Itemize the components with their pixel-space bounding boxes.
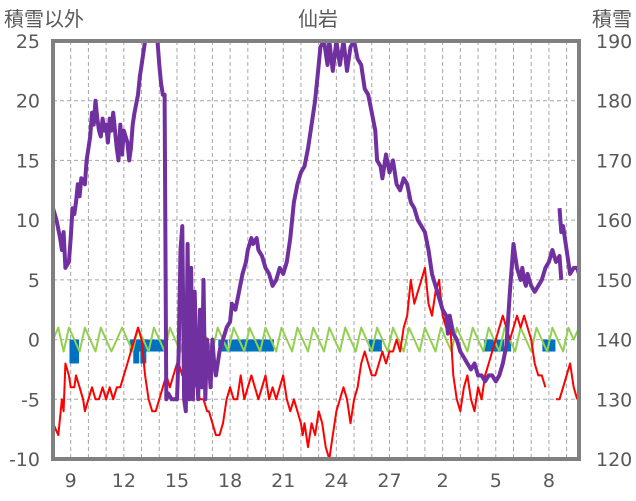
y-tick-right-label: 150 [596,270,632,292]
snow-change-bar [257,339,264,352]
plot-frame [51,39,581,461]
snow-change-bar [232,339,239,352]
y-axis-right-ticks: 190 180 170 160 150 140 130 120 [596,31,632,471]
y-tick-left-label: 15 [16,150,40,172]
temperature-line [52,266,547,460]
snow-change-bar [267,339,274,352]
y-tick-left-label: 25 [16,31,40,53]
x-tick-label: 15 [165,470,189,492]
snow-change-bar [260,339,267,352]
y-tick-right-label: 180 [596,91,632,113]
x-tick-label: 18 [218,470,242,492]
x-tick-label: 12 [112,470,136,492]
y-axis-right-label: 積雪 [592,7,632,31]
snow-change-bar [133,339,140,364]
snow-depth-line [557,208,581,276]
snow-change-bar [235,339,242,352]
y-tick-right-label: 160 [596,210,632,232]
y-tick-left-label: -10 [9,449,40,471]
x-tick-label: 21 [271,470,295,492]
snow-change-bars [69,339,556,364]
snow-change-bar [372,339,379,352]
y-axis-left-ticks: 25 20 15 10 5 0 -5 -10 [9,31,40,471]
snow-change-bar [136,339,143,352]
temperature-line [556,362,579,401]
y-tick-left-label: 5 [28,270,40,292]
x-tick-label: 9 [65,470,77,492]
x-tick-label: 5 [490,470,502,492]
x-tick-label: 2 [437,470,449,492]
x-tick-label: 27 [377,470,401,492]
series-lines [51,39,581,460]
y-tick-right-label: 140 [596,330,632,352]
y-tick-left-label: -5 [21,389,40,411]
snow-change-bar [264,339,271,352]
y-tick-left-label: 20 [16,91,40,113]
snow-depth-line [51,39,564,414]
snow-change-bar [228,339,235,352]
y-tick-right-label: 130 [596,389,632,411]
snow-change-bar [69,339,76,364]
snow-change-bar [487,339,494,352]
y-tick-right-label: 120 [596,449,632,471]
snow-change-bar [483,339,490,352]
chart-title: 仙岩 [298,7,338,31]
snow-change-bar [156,339,163,352]
snow-change-bar [549,339,556,352]
snow-change-bar [250,339,257,352]
snow-change-bar [368,339,375,352]
snow-change-bar [246,339,253,352]
y-axis-left-label: 積雪以外 [4,7,84,31]
x-axis-ticks: 9 12 15 18 21 24 27 2 5 8 [65,470,555,492]
y-tick-right-label: 190 [596,31,632,53]
y-tick-left-label: 0 [28,330,40,352]
snow-change-bar [375,339,382,352]
y-tick-right-label: 170 [596,150,632,172]
x-tick-label: 24 [324,470,348,492]
y-tick-left-label: 10 [16,210,40,232]
snow-change-bar [150,339,157,352]
snow-change-bar [73,339,80,364]
x-tick-label: 8 [543,470,555,492]
